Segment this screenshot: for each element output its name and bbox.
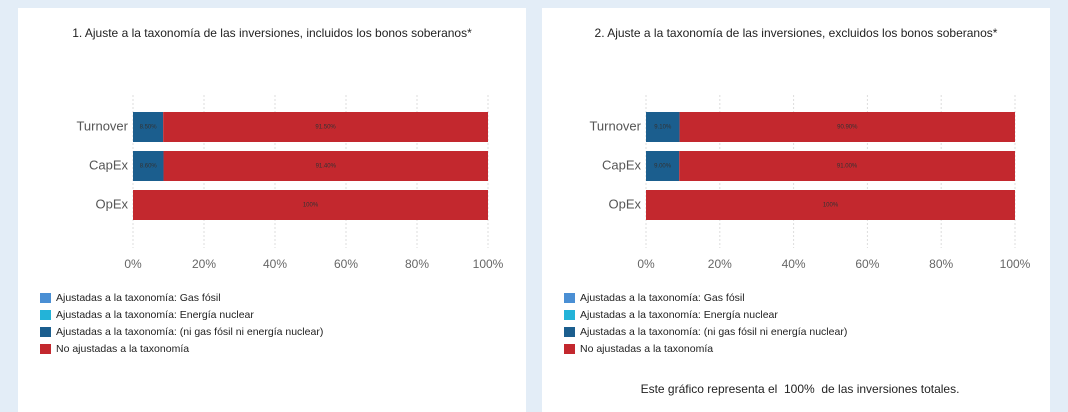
data-label: 90.90% [837,125,858,131]
legend-swatch [564,310,575,320]
x-tick-label: 80% [405,257,429,271]
bar-segment [133,112,164,142]
legend-swatch [40,327,51,337]
data-label: 8.60% [140,164,158,170]
data-label: 9.10% [654,125,672,131]
bar-segment [163,112,489,142]
chart-panel: 2. Ajuste a la taxonomía de las inversio… [542,8,1050,412]
legend-swatch [40,344,51,354]
x-tick-label: 40% [782,257,806,271]
x-tick-label: 100% [1000,257,1031,271]
data-label: 91.40% [316,164,337,170]
chart-note: Este gráfico representa el 100% de las i… [641,382,960,396]
legend-label: Ajustadas a la taxonomía: Gas fósil [56,292,221,304]
bar-segment [679,112,1015,142]
data-label: 100% [303,203,319,209]
data-label: 8.50% [140,125,158,131]
x-tick-label: 80% [929,257,953,271]
legend-swatch [564,327,575,337]
legend-label: Ajustadas a la taxonomía: Energía nuclea… [580,309,778,321]
data-label: 100% [823,203,839,209]
legend-label: Ajustadas a la taxonomía: Gas fósil [580,292,745,304]
x-tick-label: 20% [192,257,216,271]
bar-segment [133,190,488,220]
bar-segment [646,151,680,181]
legend-swatch [564,293,575,303]
chart-panel: 1. Ajuste a la taxonomía de las inversio… [18,8,526,412]
chart-title: 2. Ajuste a la taxonomía de las inversio… [594,26,998,40]
legend-label: No ajustadas a la taxonomía [580,343,713,355]
chart: 0% 20% 40% 60% 80% 100% Turnover 9.10% 90.90% Cap… [564,95,1031,396]
legend-label: No ajustadas a la taxonomía [56,343,189,355]
data-label: 91.00% [837,164,858,170]
y-tick-label: OpEx [608,196,641,211]
bar-segment [679,151,1015,181]
bar-segment [163,151,488,181]
y-tick-label: CapEx [602,157,642,172]
chart: 0% 20% 40% 60% 80% 100% Turnover 8.50% 91.50% Cap… [40,95,504,355]
legend-swatch [40,293,51,303]
x-tick-label: 60% [855,257,879,271]
legend-label: Ajustadas a la taxonomía: (ni gas fósil … [56,326,323,338]
y-tick-label: CapEx [89,157,129,172]
data-label: 91.50% [315,125,336,131]
legend-label: Ajustadas a la taxonomía: Energía nuclea… [56,309,254,321]
x-tick-label: 60% [334,257,358,271]
x-tick-label: 0% [637,257,655,271]
x-tick-label: 20% [708,257,732,271]
x-tick-label: 0% [124,257,142,271]
bar-segment [646,112,680,142]
x-tick-label: 40% [263,257,287,271]
bar-segment [646,190,1015,220]
legend-swatch [564,344,575,354]
bar-segment [133,151,164,181]
y-tick-label: Turnover [589,118,641,133]
data-label: 9.00% [654,164,672,170]
y-tick-label: OpEx [95,196,128,211]
legend-swatch [40,310,51,320]
y-tick-label: Turnover [76,118,128,133]
legend-label: Ajustadas a la taxonomía: (ni gas fósil … [580,326,847,338]
chart-title: 1. Ajuste a la taxonomía de las inversio… [72,26,472,40]
x-tick-label: 100% [473,257,504,271]
